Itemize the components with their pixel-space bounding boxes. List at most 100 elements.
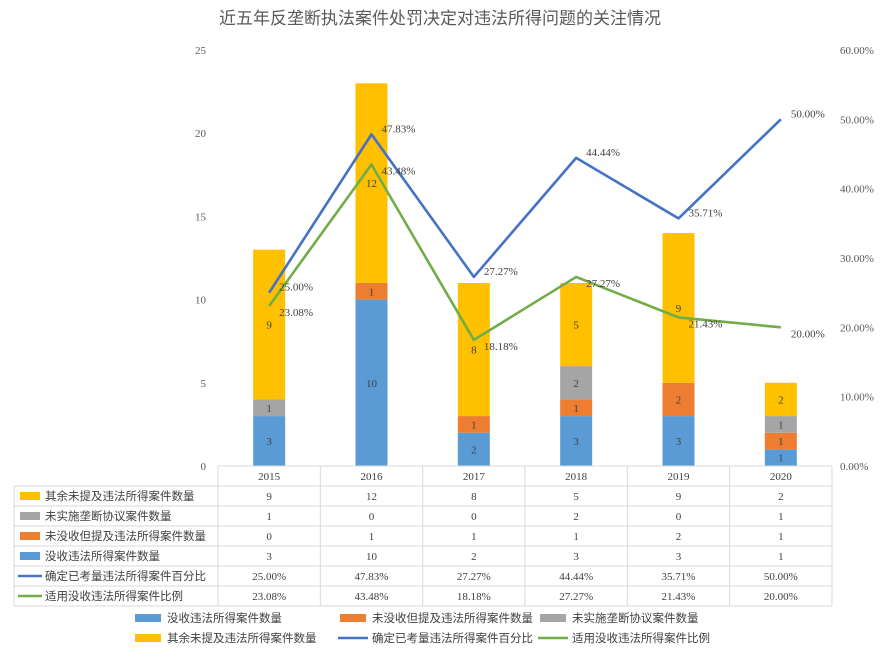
y-axis-tick-label: 0: [201, 461, 207, 473]
line-data-label: 43.48%: [382, 166, 416, 178]
bar-data-label: 1: [778, 419, 784, 431]
bar-segment: [457, 416, 490, 433]
y-axis-tick-label: 15: [195, 211, 207, 223]
table-cell: 18.18%: [457, 591, 491, 603]
table-cell: 9: [676, 491, 682, 503]
line-data-label: 21.43%: [689, 318, 723, 330]
table-cell: 2: [573, 511, 579, 523]
table-cell: 0: [471, 511, 477, 523]
bar-segment: [560, 366, 593, 400]
table-cell: 1: [778, 551, 784, 563]
legend-key: [340, 614, 366, 622]
table-cell: 21.43%: [662, 591, 696, 603]
bar-data-label: 1: [471, 419, 477, 431]
bar-segment: [253, 416, 286, 466]
table-cell: 3: [266, 551, 272, 563]
bar-data-label: 12: [366, 178, 377, 190]
bar-segment: [662, 382, 695, 417]
table-cell: 47.83%: [355, 571, 389, 583]
y2-axis-tick-label: 20.00%: [840, 322, 874, 334]
bar-data-label: 2: [471, 444, 477, 456]
series-line: [268, 118, 782, 294]
line-data-label: 50.00%: [791, 108, 825, 120]
table-row-label: 没收违法所得案件数量: [45, 549, 160, 563]
table-cell: 25.00%: [252, 571, 286, 583]
table-row-label: 未没收但提及违法所得案件数量: [45, 529, 206, 543]
bar-segment: [662, 233, 695, 383]
table-row-label: 适用没收违法所得案件比例: [45, 589, 183, 603]
table-cell: 9: [266, 491, 272, 503]
legend-label: 适用没收违法所得案件比例: [572, 631, 710, 645]
legend-key: [135, 614, 161, 622]
table-cell: 10: [366, 551, 378, 563]
bar-data-label: 5: [573, 320, 579, 332]
bar-segment: [560, 399, 593, 417]
x-axis-tick-label: 2017: [463, 471, 486, 483]
y2-axis-tick-label: 30.00%: [840, 253, 874, 265]
y2-axis-tick-label: 60.00%: [840, 45, 874, 57]
chart-title: 近五年反垄断执法案件处罚决定对违法所得问题的关注情况: [219, 9, 661, 29]
bar-data-label: 2: [676, 394, 682, 406]
table-row-label: 其余未提及违法所得案件数量: [45, 489, 195, 503]
axes: 05101520250.00%10.00%20.00%30.00%40.00%5…: [195, 45, 874, 473]
table-legend-key: [20, 492, 40, 500]
bar-data-label: 10: [366, 378, 378, 390]
bar-data-label: 1: [266, 403, 272, 415]
table-cell: 50.00%: [764, 571, 798, 583]
x-axis-tick-label: 2020: [770, 471, 793, 483]
line-data-label: 23.08%: [279, 307, 313, 319]
y2-axis-tick-label: 10.00%: [840, 392, 874, 404]
table-cell: 23.08%: [252, 591, 286, 603]
table-cell: 12: [366, 491, 377, 503]
legend: 没收违法所得案件数量 未没收但提及违法所得案件数量 未实施垄断协议案件数量其余未提及…: [135, 611, 710, 645]
bar-segment: [560, 416, 593, 466]
x-axis-tick-label: 2019: [668, 471, 691, 483]
bar-segment: [764, 416, 797, 433]
y-axis-tick-label: 5: [201, 378, 207, 390]
legend-key: [135, 634, 161, 642]
line-data-label: 25.00%: [279, 282, 313, 294]
bar-segment: [355, 299, 388, 466]
table-legend-key: [20, 552, 40, 560]
bar-segment: [355, 282, 388, 300]
table-cell: 0: [266, 531, 272, 543]
table-cell: 1: [369, 531, 375, 543]
x-axis-tick-label: 2016: [361, 471, 384, 483]
bar-segment: [560, 282, 593, 367]
y-axis-tick-label: 20: [195, 128, 207, 140]
table-cell: 1: [573, 531, 579, 543]
table-row-label: 未实施垄断协议案件数量: [45, 509, 172, 523]
table-cell: 27.27%: [457, 571, 491, 583]
bar-segment: [457, 282, 490, 417]
legend-label: 未没收但提及违法所得案件数量: [372, 611, 533, 625]
bar-data-label: 3: [573, 436, 579, 448]
bar-segment: [457, 432, 490, 466]
y-axis-tick-label: 10: [195, 295, 207, 307]
table-cell: 35.71%: [662, 571, 696, 583]
table-row-label: 确定已考量违法所得案件百分比: [45, 569, 206, 583]
table-cell: 1: [778, 511, 784, 523]
table-cell: 3: [676, 551, 682, 563]
table-cell: 2: [778, 491, 784, 503]
line-data-label: 35.71%: [689, 207, 723, 219]
bar-data-label: 2: [778, 394, 784, 406]
table-cell: 8: [471, 491, 477, 503]
x-axis-tick-label: 2015: [258, 471, 281, 483]
legend-label: 其余未提及违法所得案件数量: [167, 631, 317, 645]
legend-key: [540, 614, 566, 622]
bar-data-label: 9: [266, 320, 272, 332]
line-data-label: 47.83%: [382, 123, 416, 135]
line-data-label: 27.27%: [586, 278, 620, 290]
table-cell: 44.44%: [559, 571, 593, 583]
table-legend-key: [20, 532, 40, 540]
bar-data-label: 1: [369, 286, 375, 298]
y2-axis-tick-label: 0.00%: [840, 461, 868, 473]
table-cell: 2: [676, 531, 682, 543]
bar-segment: [764, 449, 797, 466]
bar-data-label: 1: [778, 453, 784, 465]
table-cell: 43.48%: [355, 591, 389, 603]
x-axis-tick-label: 2018: [565, 471, 588, 483]
bar-data-label: 1: [573, 403, 579, 415]
